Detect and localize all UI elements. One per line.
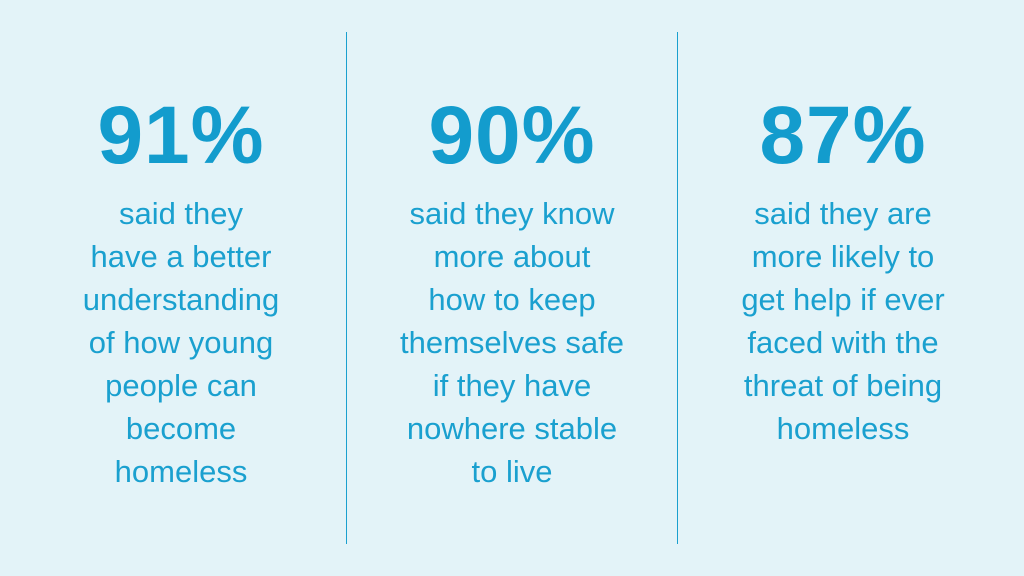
stat-description-line: nowhere stable [406,411,618,446]
stat-description-line: homeless [114,454,248,489]
stat-column-1: 91% said they have a better understandin… [31,86,331,493]
stat-description-line: of how young [88,325,274,360]
stat-column-3: 87% said they are more likely to get hel… [693,86,993,450]
stat-description-line: become [125,411,237,446]
stat-percentage: 90% [428,90,596,181]
stat-description-line: how to keep [428,282,596,317]
stat-description-line: more about [433,239,591,274]
stat-description-line: get help if ever [741,282,945,317]
stat-percentage: 91% [97,90,265,181]
stat-description-line: said they know [409,196,615,231]
column-divider-2 [677,32,678,544]
stat-percentage: 87% [759,90,927,181]
stat-description-line: said they are [754,196,932,231]
stat-description: said they are more likely to get help if… [693,192,993,450]
stat-description-line: homeless [776,411,910,446]
stat-description-line: understanding [82,282,280,317]
stat-description: said they have a better understanding of… [31,192,331,493]
stat-description-line: have a better [90,239,272,274]
stat-description-line: if they have [432,368,592,403]
stat-description-line: faced with the [747,325,939,360]
stat-description-line: threat of being [743,368,943,403]
stat-description-line: people can [105,368,257,403]
stat-description-line: to live [471,454,553,489]
stat-description-line: more likely to [751,239,935,274]
stat-column-2: 90% said they know more about how to kee… [362,86,662,493]
stat-description-line: themselves safe [400,325,624,360]
column-divider-1 [346,32,347,544]
stat-description: said they know more about how to keep th… [362,192,662,493]
stat-description-line: said they [118,196,244,231]
